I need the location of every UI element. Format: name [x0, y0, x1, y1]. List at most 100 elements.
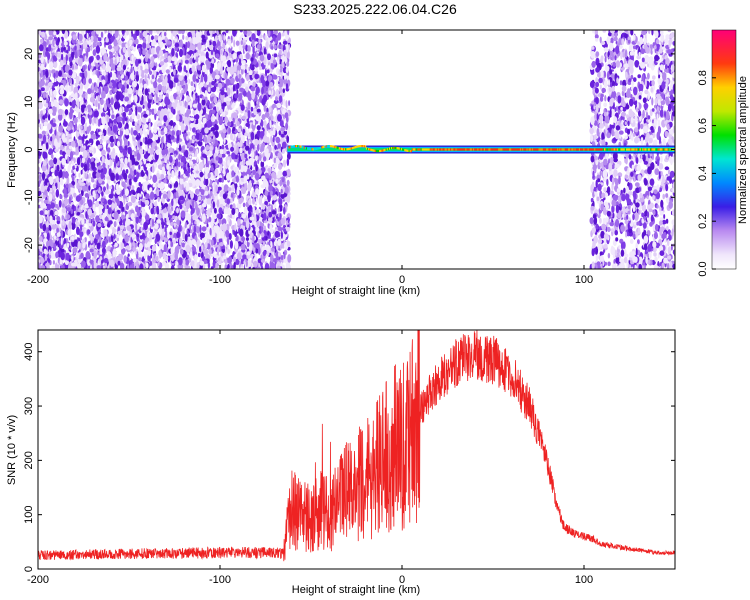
spectrogram-noise-blob: [267, 191, 271, 196]
spectrogram-noise-blob: [59, 149, 63, 155]
spectrogram-noise-blob: [130, 213, 135, 220]
spectrogram-noise-blob: [280, 133, 285, 138]
spectrogram-noise-blob: [98, 37, 102, 42]
spectrogram-noise-blob: [100, 31, 104, 38]
spectrogram-noise-blob: [100, 98, 104, 105]
spectrogram-noise-blob: [109, 185, 113, 190]
spectrogram-noise-blob: [282, 159, 287, 168]
spectrogram-noise-blob: [244, 36, 249, 41]
spectrogram-noise-blob: [136, 114, 141, 120]
spectrogram-noise-blob: [225, 223, 230, 232]
spectrogram-noise-blob: [84, 228, 87, 233]
spectrogram-noise-blob: [229, 240, 233, 249]
spectrogram-noise-blob: [185, 211, 188, 218]
spectrogram-noise-blob: [205, 177, 209, 187]
spectrogram-noise-blob: [125, 169, 129, 174]
spectrogram-noise-blob: [220, 225, 225, 231]
spectrogram-noise-blob: [39, 210, 44, 216]
spectrogram-noise-blob: [192, 108, 196, 116]
spectrogram-noise-blob: [152, 182, 155, 188]
spectrogram-noise-blob: [270, 254, 274, 263]
spectrogram-noise-blob: [250, 131, 255, 141]
spectrogram-noise-blob: [278, 130, 281, 136]
spectrogram-noise-blob: [102, 63, 106, 70]
spectrogram-noise-blob: [278, 44, 281, 49]
spectrogram-noise-blob: [42, 223, 47, 232]
spectrogram-noise-blob: [96, 227, 99, 232]
spectrogram-noise-blob: [75, 65, 78, 70]
spectrogram-noise-blob: [231, 103, 235, 109]
spectrogram-noise-blob: [258, 246, 261, 255]
spectrogram-noise-blob: [131, 112, 135, 120]
spectrogram-noise-blob: [93, 70, 96, 75]
spectrogram-noise-blob: [127, 109, 133, 116]
spectrogram-noise-blob: [64, 98, 69, 107]
spectrogram-noise-blob: [283, 206, 286, 215]
spectrogram-noise-blob: [45, 142, 49, 150]
spectrogram-noise-blob: [61, 158, 66, 166]
spectrogram-noise-blob: [263, 104, 267, 113]
spectrogram-noise-blob: [246, 251, 251, 256]
spectrogram-noise-blob: [67, 155, 70, 164]
spectrogram-noise-blob: [59, 59, 64, 67]
spectrogram-noise-blob: [219, 50, 223, 55]
spectrogram-noise-blob: [260, 160, 265, 169]
spectrogram-noise-blob: [138, 44, 143, 49]
spectrogram-noise-blob: [143, 153, 149, 159]
spectrogram-noise-blob: [190, 81, 194, 87]
spectrogram-noise-blob: [134, 161, 140, 166]
spectrogram-noise-blob: [178, 161, 181, 168]
spectrogram-noise-blob: [256, 125, 261, 131]
spectrogram-noise-blob: [245, 145, 250, 151]
spectrogram-noise-blob: [271, 200, 275, 205]
spectrogram-noise-blob: [265, 80, 270, 87]
spectrogram-noise-blob: [145, 163, 148, 168]
spectrogram-noise-blob: [191, 200, 195, 209]
spectrogram-noise-blob: [38, 44, 44, 52]
spectrogram-noise-blob: [244, 69, 247, 74]
spectrogram-noise-blob: [224, 72, 228, 80]
spectrogram-noise-blob: [236, 169, 239, 174]
spectrogram-noise-blob: [279, 68, 283, 73]
spectrogram-noise-blob: [138, 160, 143, 166]
spectrogram-noise-blob: [75, 122, 78, 131]
spectrogram-noise-blob: [206, 210, 210, 215]
spectrogram-noise-blob: [78, 172, 81, 178]
spectrogram-noise-blob: [228, 233, 232, 240]
spectrogram-noise-blob: [138, 182, 142, 187]
spectrogram-noise-blob: [138, 253, 143, 259]
spectrogram-noise-blob: [59, 194, 63, 200]
spectrogram-noise-blob: [231, 208, 236, 215]
spectrogram-noise-blob: [57, 181, 61, 191]
spectrogram-noise-blob: [129, 264, 133, 269]
spectrogram-noise-blob: [91, 30, 96, 36]
spectrogram-noise-blob: [153, 127, 158, 134]
spectrogram-noise-blob: [151, 144, 155, 149]
spectrogram-noise-blob: [219, 230, 225, 239]
spectrogram-noise-blob: [149, 234, 153, 241]
spectrogram-noise-blob: [100, 197, 105, 203]
spectrogram-noise-blob: [47, 81, 53, 87]
spectrogram-noise-blob: [123, 197, 126, 205]
spectrogram-noise-blob: [60, 264, 65, 269]
spectrogram-noise-blob: [132, 104, 136, 111]
spectrogram-noise-blob: [148, 122, 151, 131]
spectrogram-noise-blob: [285, 122, 289, 131]
spectrogram-noise-blob: [241, 34, 244, 38]
spectrogram-noise-blob: [239, 30, 243, 33]
spectrogram-noise-blob: [162, 101, 165, 108]
spectrogram-noise-blob: [51, 119, 54, 125]
spectrogram-noise-blob: [88, 172, 92, 179]
spectrogram-noise-blob: [245, 52, 250, 60]
spectrogram-noise-blob: [169, 95, 174, 102]
spectrogram-noise-blob: [241, 187, 247, 195]
spectrogram-noise-blob: [80, 116, 86, 126]
spectrogram-noise-blob: [88, 116, 92, 125]
spectrogram-noise-blob: [85, 211, 88, 219]
spectrogram-noise-blob: [131, 164, 135, 171]
spectrogram-noise-blob: [161, 198, 165, 204]
spectrogram-noise-blob: [131, 234, 136, 238]
spectrogram-noise-blob: [214, 78, 217, 83]
